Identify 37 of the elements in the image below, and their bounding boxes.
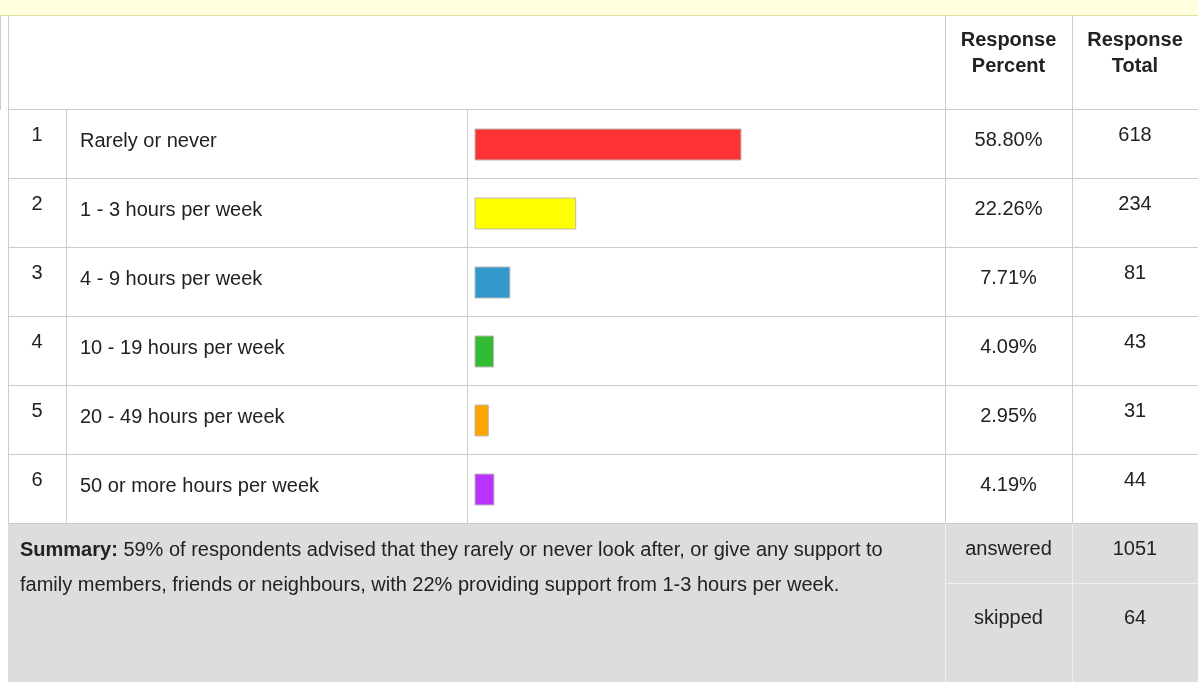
text: 234 (1117, 192, 1153, 215)
text: 5 (30, 399, 44, 422)
text: 1 (30, 123, 44, 146)
text: 43 (1122, 330, 1148, 353)
text: Summary: (20, 538, 118, 560)
y-tick-label: 4 - 9 hours per week (80, 266, 264, 289)
y-tick-label: Rarely or never (80, 128, 218, 151)
text: 31 (1122, 399, 1148, 422)
bar (474, 128, 742, 161)
data-label: 2.95% (980, 404, 1038, 426)
text: 81 (1122, 261, 1148, 284)
y-tick-label: 1 - 3 hours per week (80, 197, 264, 220)
y-tick-label: 50 or more hours per week (80, 473, 320, 496)
text: 3 (30, 261, 44, 284)
text: 6 (30, 468, 44, 491)
text: Response Percent (959, 27, 1058, 78)
y-tick-label: 10 - 19 hours per week (80, 335, 286, 358)
bar (474, 335, 494, 368)
text: 4 (30, 330, 44, 353)
text: skipped (973, 606, 1044, 629)
y-tick-label: 20 - 49 hours per week (80, 404, 286, 427)
data-label: 22.26% (974, 197, 1043, 219)
text: answered (964, 537, 1053, 560)
data-label: 58.80% (974, 128, 1043, 150)
text: 1051 (1111, 537, 1159, 560)
bar (474, 404, 489, 437)
data-label: 4.19% (980, 473, 1038, 495)
text: Response Total (1086, 27, 1184, 78)
data-label: 7.71% (980, 266, 1038, 288)
text: 44 (1122, 468, 1148, 491)
bar (474, 197, 577, 230)
text: 618 (1117, 123, 1153, 146)
bar (474, 266, 511, 299)
data-label: 4.09% (980, 335, 1038, 357)
bar (474, 473, 495, 506)
text: 2 (30, 192, 44, 215)
text: 64 (1122, 606, 1148, 629)
